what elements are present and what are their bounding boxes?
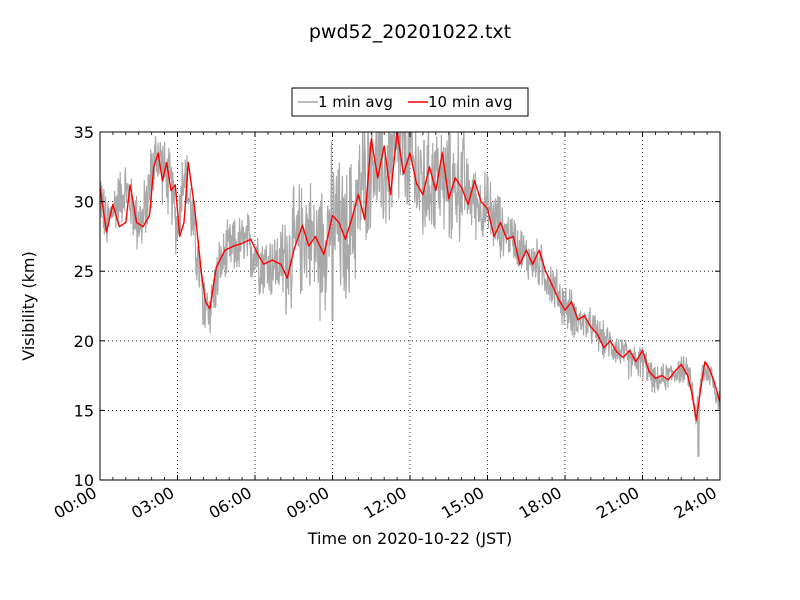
legend-label-10min-avg: 10 min avg — [428, 93, 513, 111]
axis-ticks — [99, 131, 721, 481]
y-tick-label: 10 — [74, 471, 94, 490]
chart-title: pwd52_20201022.txt — [309, 21, 511, 43]
series-1min-avg-line — [100, 132, 720, 457]
y-tick-label: 25 — [74, 262, 94, 281]
x-axis-label: Time on 2020-10-22 (JST) — [307, 529, 512, 548]
y-tick-labels: 10 15 20 25 30 35 — [74, 123, 94, 490]
y-axis-label: Visibility (km) — [19, 251, 38, 360]
y-tick-label: 30 — [74, 193, 94, 212]
legend-label-1min-avg: 1 min avg — [318, 93, 393, 111]
legend: 1 min avg 10 min avg — [291, 87, 529, 117]
y-tick-label: 35 — [74, 123, 94, 142]
series-10min-avg-line — [100, 132, 720, 421]
y-tick-label: 20 — [74, 332, 94, 351]
y-tick-label: 15 — [74, 401, 94, 420]
